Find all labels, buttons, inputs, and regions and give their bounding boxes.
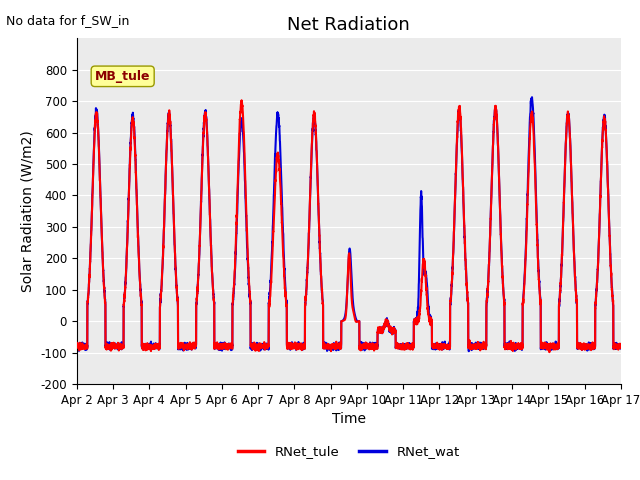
Y-axis label: Solar Radiation (W/m2): Solar Radiation (W/m2) xyxy=(21,131,35,292)
Title: Net Radiation: Net Radiation xyxy=(287,16,410,34)
Legend: RNet_tule, RNet_wat: RNet_tule, RNet_wat xyxy=(233,440,465,464)
Text: No data for f_SW_in: No data for f_SW_in xyxy=(6,14,130,27)
Text: MB_tule: MB_tule xyxy=(95,70,150,83)
X-axis label: Time: Time xyxy=(332,412,366,426)
